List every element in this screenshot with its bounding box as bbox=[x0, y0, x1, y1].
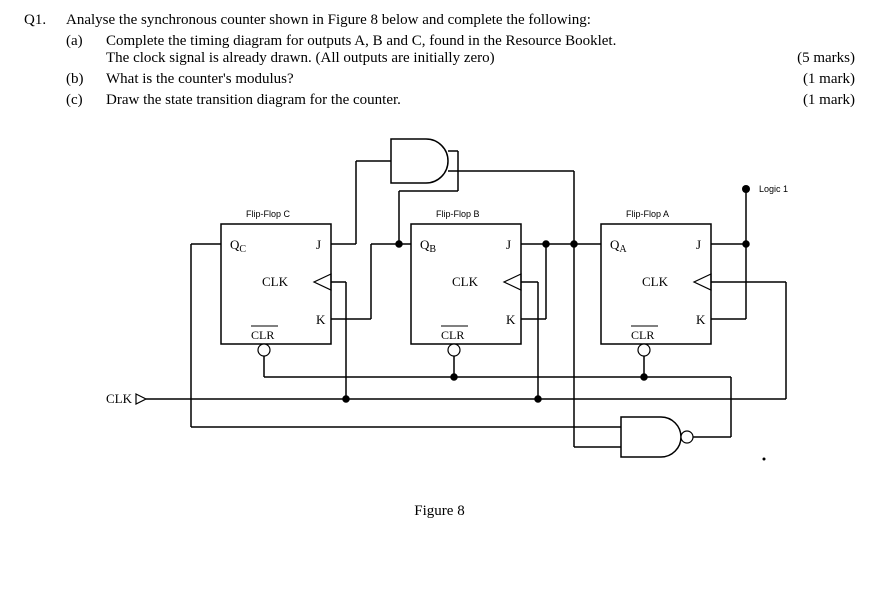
flip-flop-c: Flip-Flop C QC J CLK K CLR bbox=[221, 209, 331, 356]
flip-flop-a: Flip-Flop A QA J CLK K CLR bbox=[601, 209, 711, 356]
part-b: (b) What is the counter's modulus? (1 ma… bbox=[66, 71, 855, 88]
ff-a-label: Flip-Flop A bbox=[626, 209, 669, 219]
ff-b-label: Flip-Flop B bbox=[436, 209, 480, 219]
part-a-line2: The clock signal is already drawn. (All … bbox=[106, 50, 495, 67]
ff-c-label: Flip-Flop C bbox=[246, 209, 291, 219]
ff-b-k: K bbox=[506, 312, 516, 327]
part-b-marks: (1 mark) bbox=[775, 71, 855, 88]
question-header: Q1. Analyse the synchronous counter show… bbox=[24, 12, 855, 29]
part-c-marks: (1 mark) bbox=[775, 92, 855, 109]
ff-a-clr: CLR bbox=[631, 328, 654, 342]
part-a-marks: (5 marks) bbox=[797, 50, 855, 67]
ff-c-clk: CLK bbox=[262, 274, 289, 289]
clk-source-label: CLK bbox=[106, 391, 133, 406]
ff-a-clk: CLK bbox=[642, 274, 669, 289]
ff-c-k: K bbox=[316, 312, 326, 327]
ff-b-clk: CLK bbox=[452, 274, 479, 289]
nand-gate-bottom bbox=[621, 417, 693, 457]
ff-c-clr: CLR bbox=[251, 328, 274, 342]
ff-b-clr: CLR bbox=[441, 328, 464, 342]
ff-c-j: J bbox=[316, 237, 321, 252]
clk-arrow bbox=[136, 394, 146, 404]
ff-a-k: K bbox=[696, 312, 706, 327]
ff-b-j: J bbox=[506, 237, 511, 252]
figure-caption: Figure 8 bbox=[24, 503, 855, 520]
part-a: (a) Complete the timing diagram for outp… bbox=[66, 33, 855, 67]
and-gate-top bbox=[391, 139, 448, 183]
part-a-line1: Complete the timing diagram for outputs … bbox=[106, 33, 616, 49]
part-b-text: What is the counter's modulus? bbox=[106, 71, 775, 88]
flip-flop-b: Flip-Flop B QB J CLK K CLR bbox=[411, 209, 521, 356]
stray-mark bbox=[763, 458, 766, 461]
part-c-text: Draw the state transition diagram for th… bbox=[106, 92, 775, 109]
part-label: (a) bbox=[66, 33, 106, 50]
part-label: (c) bbox=[66, 92, 106, 109]
figure-8: Flip-Flop C QC J CLK K CLR Flip-Flop B Q… bbox=[66, 119, 855, 520]
ff-a-j: J bbox=[696, 237, 701, 252]
circuit-diagram: Flip-Flop C QC J CLK K CLR Flip-Flop B Q… bbox=[66, 119, 836, 499]
logic-1-label: Logic 1 bbox=[759, 184, 788, 194]
part-text: Complete the timing diagram for outputs … bbox=[106, 33, 855, 67]
question-number: Q1. bbox=[24, 12, 66, 29]
part-label: (b) bbox=[66, 71, 106, 88]
part-c: (c) Draw the state transition diagram fo… bbox=[66, 92, 855, 109]
question-stem: Analyse the synchronous counter shown in… bbox=[66, 12, 855, 29]
